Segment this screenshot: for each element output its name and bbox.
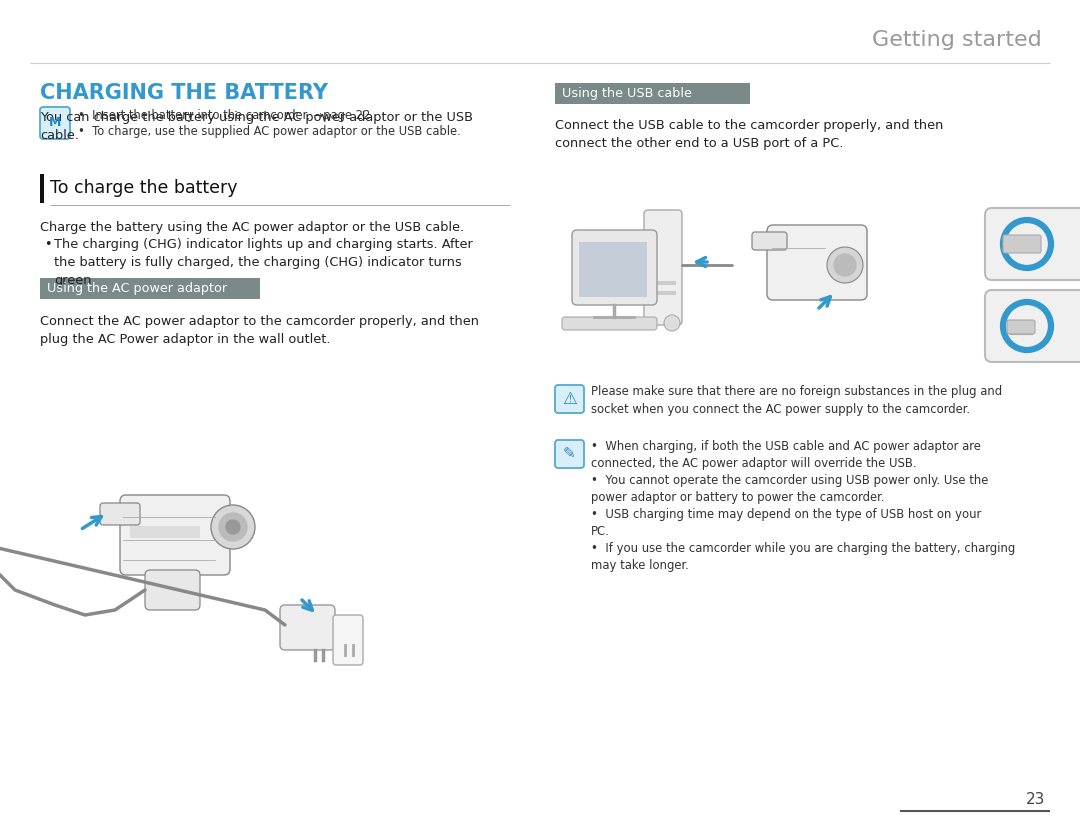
FancyBboxPatch shape: [333, 615, 363, 665]
FancyBboxPatch shape: [555, 385, 584, 413]
Circle shape: [211, 505, 255, 549]
Circle shape: [827, 247, 863, 283]
Text: CHARGING THE BATTERY: CHARGING THE BATTERY: [40, 83, 328, 103]
Text: M: M: [49, 116, 62, 130]
FancyBboxPatch shape: [145, 570, 200, 610]
FancyBboxPatch shape: [752, 232, 787, 250]
Bar: [579, 242, 647, 297]
Circle shape: [664, 315, 680, 331]
Text: Connect the USB cable to the camcorder properly, and then
connect the other end : Connect the USB cable to the camcorder p…: [555, 119, 943, 150]
FancyBboxPatch shape: [572, 230, 657, 305]
Text: •  You cannot operate the camcorder using USB power only. Use the
power adaptor : • You cannot operate the camcorder using…: [591, 474, 988, 504]
FancyBboxPatch shape: [555, 440, 584, 468]
Bar: [650, 281, 676, 285]
Bar: [650, 291, 676, 295]
Text: •  USB charging time may depend on the type of USB host on your
PC.: • USB charging time may depend on the ty…: [591, 508, 982, 538]
Text: 23: 23: [1026, 792, 1045, 807]
Text: Please make sure that there are no foreign substances in the plug and
socket whe: Please make sure that there are no forei…: [591, 385, 1002, 416]
FancyBboxPatch shape: [985, 208, 1080, 280]
Text: •  When charging, if both the USB cable and AC power adaptor are
connected, the : • When charging, if both the USB cable a…: [591, 440, 981, 470]
Text: Using the AC power adaptor: Using the AC power adaptor: [48, 282, 227, 295]
Circle shape: [834, 254, 856, 276]
Text: The charging (CHG) indicator lights up and charging starts. After
the battery is: The charging (CHG) indicator lights up a…: [54, 238, 473, 287]
Bar: [130, 526, 200, 538]
Text: You can charge the battery using the AC power adaptor or the USB
cable.: You can charge the battery using the AC …: [40, 111, 473, 142]
Text: Connect the AC power adaptor to the camcorder properly, and then
plug the AC Pow: Connect the AC power adaptor to the camc…: [40, 315, 480, 346]
Text: •  To charge, use the supplied AC power adaptor or the USB cable.: • To charge, use the supplied AC power a…: [78, 125, 461, 138]
FancyBboxPatch shape: [100, 503, 140, 525]
FancyBboxPatch shape: [644, 210, 681, 325]
Circle shape: [219, 513, 247, 541]
Text: Getting started: Getting started: [873, 30, 1042, 50]
FancyBboxPatch shape: [562, 317, 657, 330]
FancyBboxPatch shape: [40, 107, 70, 139]
Text: •  Insert the battery into the camcorder. →page 22: • Insert the battery into the camcorder.…: [78, 109, 370, 122]
FancyBboxPatch shape: [767, 225, 867, 300]
FancyBboxPatch shape: [280, 605, 335, 650]
FancyBboxPatch shape: [1007, 320, 1035, 334]
Text: ⚠: ⚠: [562, 390, 577, 408]
Text: •  If you use the camcorder while you are charging the battery, charging
may tak: • If you use the camcorder while you are…: [591, 542, 1015, 573]
Bar: [40, 278, 260, 299]
Circle shape: [226, 520, 240, 534]
FancyBboxPatch shape: [985, 290, 1080, 362]
Text: •: •: [44, 238, 52, 251]
Text: ✎: ✎: [563, 446, 576, 461]
Text: Using the USB cable: Using the USB cable: [562, 87, 692, 100]
Text: Charge the battery using the AC power adaptor or the USB cable.: Charge the battery using the AC power ad…: [40, 221, 464, 234]
Bar: [555, 83, 750, 104]
Bar: [40, 174, 44, 203]
Text: To charge the battery: To charge the battery: [50, 179, 238, 197]
FancyBboxPatch shape: [1003, 235, 1041, 253]
FancyBboxPatch shape: [120, 495, 230, 575]
